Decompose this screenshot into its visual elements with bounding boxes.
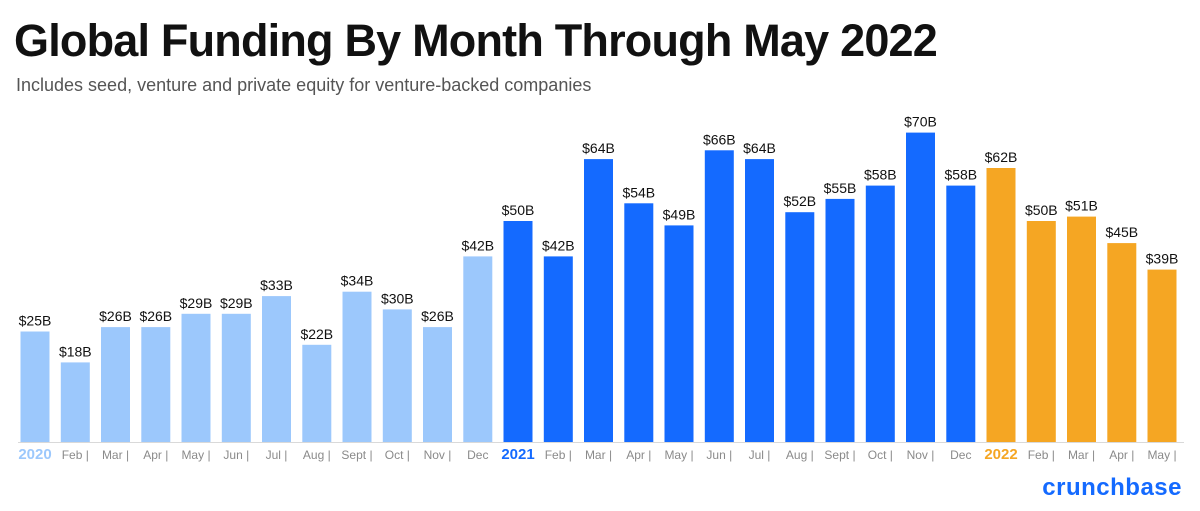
month-tick-label: Oct | [868, 448, 893, 462]
month-tick-label: Jun | [223, 448, 249, 462]
month-tick-label: Nov | [424, 448, 452, 462]
month-tick-label: Jul | [266, 448, 288, 462]
data-label: $49B [663, 206, 696, 222]
month-tick-label: Aug | [303, 448, 331, 462]
data-label: $29B [220, 295, 253, 311]
month-tick-label: Feb | [545, 448, 572, 462]
data-label: $25B [19, 313, 52, 329]
data-label: $50B [502, 202, 535, 218]
year-tick-label: 2021 [501, 446, 534, 463]
bar [1107, 243, 1137, 442]
bar [60, 362, 90, 442]
month-tick-label: Oct | [385, 448, 410, 462]
bar [181, 313, 211, 442]
bar [745, 159, 774, 442]
bar [423, 327, 452, 442]
bar [704, 150, 734, 443]
data-label: $42B [542, 237, 575, 253]
data-label: $30B [381, 290, 414, 306]
data-label: $51B [1065, 198, 1098, 214]
bar [584, 159, 613, 442]
data-label: $26B [421, 308, 454, 324]
bar [664, 225, 694, 442]
month-tick-label: Dec [950, 448, 971, 462]
data-label: $50B [1025, 202, 1058, 218]
data-label: $26B [139, 308, 172, 324]
bar [302, 344, 332, 442]
month-tick-label: May | [1147, 448, 1176, 462]
data-label: $54B [622, 184, 655, 200]
data-label: $33B [260, 277, 293, 293]
data-label: $62B [985, 149, 1018, 165]
data-label: $58B [864, 167, 897, 183]
bar [906, 132, 935, 442]
bar [825, 198, 855, 442]
bar [543, 256, 573, 442]
year-tick-label: 2022 [984, 446, 1017, 463]
month-tick-label: Apr | [1109, 448, 1134, 462]
bar [1147, 269, 1177, 442]
data-label: $22B [300, 326, 333, 342]
month-tick-label: Jun | [706, 448, 732, 462]
bar [262, 296, 291, 442]
data-label: $70B [904, 114, 937, 130]
bar [221, 313, 251, 442]
data-label: $64B [743, 140, 776, 156]
bar [503, 221, 533, 442]
bar [20, 331, 50, 442]
data-label: $26B [99, 308, 132, 324]
data-label: $29B [180, 295, 213, 311]
bar [141, 327, 171, 442]
month-tick-label: Apr | [626, 448, 651, 462]
data-label: $55B [824, 180, 857, 196]
month-tick-label: May | [181, 448, 210, 462]
month-tick-label: Nov | [907, 448, 935, 462]
bar [1026, 221, 1056, 442]
month-tick-label: Feb | [1028, 448, 1055, 462]
month-tick-label: Apr | [143, 448, 168, 462]
chart-title: Global Funding By Month Through May 2022 [14, 15, 938, 66]
data-label: $52B [783, 193, 816, 209]
chart-subtitle: Includes seed, venture and private equit… [16, 75, 592, 95]
bar [342, 291, 372, 442]
bar [946, 185, 976, 442]
month-tick-label: Feb | [62, 448, 89, 462]
month-tick-label: Aug | [786, 448, 814, 462]
year-tick-label: 2020 [18, 446, 51, 463]
month-tick-label: Dec [467, 448, 488, 462]
data-label: $45B [1105, 224, 1138, 240]
data-label: $34B [341, 273, 374, 289]
bar [1067, 216, 1096, 442]
month-tick-label: Sept | [824, 448, 855, 462]
bar [463, 256, 493, 442]
month-tick-label: May | [664, 448, 693, 462]
month-tick-label: Mar | [585, 448, 612, 462]
month-tick-label: Mar | [102, 448, 129, 462]
month-tick-label: Sept | [341, 448, 372, 462]
data-label: $66B [703, 131, 736, 147]
data-label: $42B [461, 237, 494, 253]
bar [785, 212, 815, 442]
data-label: $39B [1146, 251, 1179, 267]
bar [382, 309, 412, 442]
data-label: $58B [944, 167, 977, 183]
bar [865, 185, 895, 442]
month-tick-label: Mar | [1068, 448, 1095, 462]
bar [986, 168, 1016, 442]
bar [624, 203, 654, 442]
bar [101, 327, 130, 442]
crunchbase-logo: crunchbase [1042, 474, 1182, 501]
month-tick-label: Jul | [749, 448, 771, 462]
data-label: $64B [582, 140, 615, 156]
data-label: $18B [59, 343, 92, 359]
